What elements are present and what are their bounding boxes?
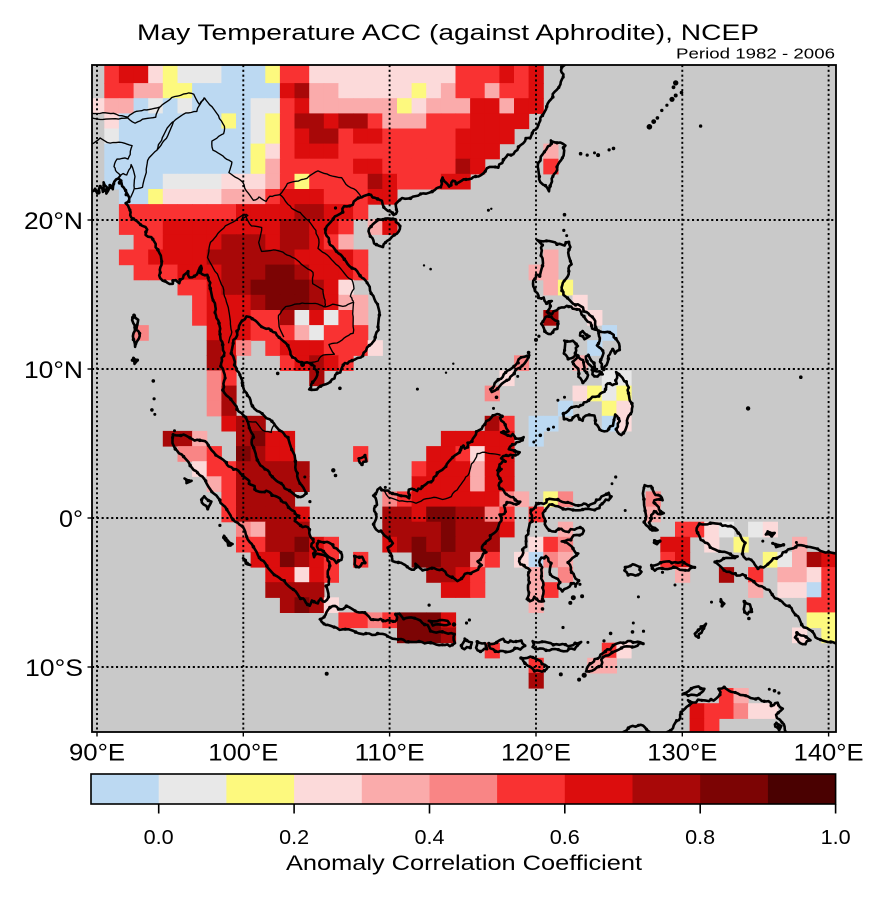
svg-text:0.2: 0.2: [279, 827, 309, 849]
svg-text:Period 1982 - 2006: Period 1982 - 2006: [676, 47, 835, 63]
svg-text:10°N: 10°N: [24, 357, 83, 384]
svg-text:0°: 0°: [59, 506, 83, 533]
svg-text:140°E: 140°E: [794, 740, 864, 767]
svg-text:0.8: 0.8: [685, 827, 715, 849]
svg-text:1.0: 1.0: [821, 827, 851, 849]
svg-text:100°E: 100°E: [208, 740, 278, 767]
svg-text:110°E: 110°E: [355, 740, 425, 767]
svg-text:90°E: 90°E: [69, 740, 125, 767]
svg-text:0.6: 0.6: [550, 827, 580, 849]
svg-text:130°E: 130°E: [647, 740, 717, 767]
svg-text:0.0: 0.0: [144, 827, 174, 849]
svg-text:120°E: 120°E: [501, 740, 571, 767]
svg-text:May Temperature ACC (against A: May Temperature ACC (against Aphrodite),…: [137, 20, 759, 45]
svg-text:20°N: 20°N: [24, 208, 83, 235]
svg-text:0.4: 0.4: [415, 827, 445, 849]
svg-text:10°S: 10°S: [25, 655, 83, 682]
svg-text:Anomaly Correlation Coefficien: Anomaly Correlation Coefficient: [286, 851, 642, 875]
